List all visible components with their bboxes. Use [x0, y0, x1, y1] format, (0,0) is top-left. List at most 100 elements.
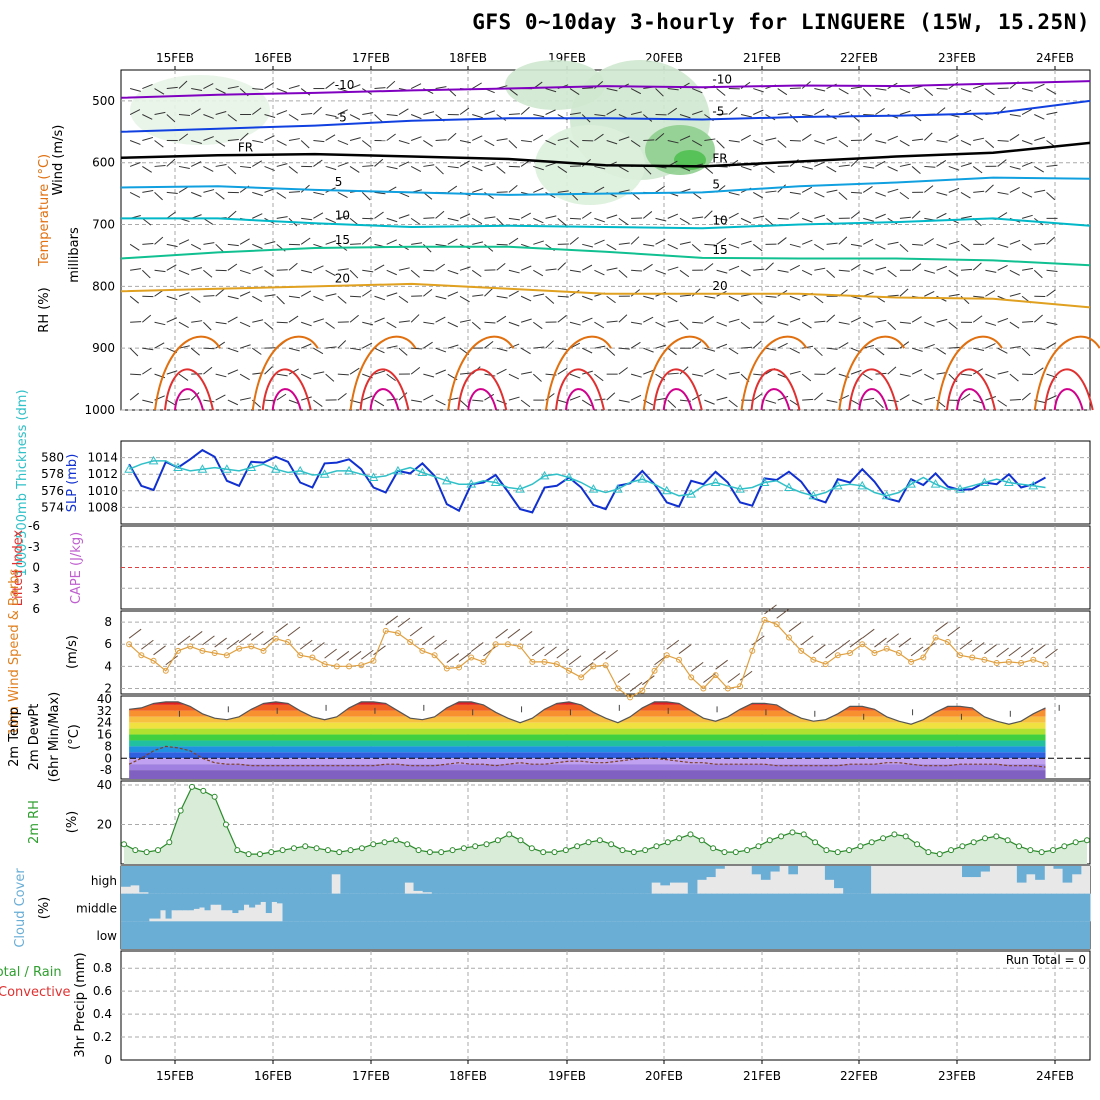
wind-barb — [985, 184, 994, 193]
cloud-bar-middle — [627, 893, 634, 922]
precip-convective-label: Convective — [0, 985, 71, 1000]
wind-barb — [166, 295, 178, 301]
cloud-bar-middle — [154, 893, 161, 919]
temp-band — [129, 701, 1046, 705]
wind-speed-marker — [126, 641, 133, 648]
wind-speed-marker — [883, 645, 890, 652]
wind-speed-marker — [614, 685, 621, 692]
wind-barb — [630, 373, 642, 378]
wind-barb — [594, 239, 605, 245]
wind-barb — [337, 268, 349, 271]
wind-speed-marker — [248, 643, 255, 650]
wind-speed-marker — [346, 663, 353, 670]
wind-barb — [655, 321, 666, 328]
wind-barb — [374, 370, 386, 375]
wind-barb — [630, 88, 642, 95]
wind-barb — [1045, 648, 1058, 659]
wind-speed-marker — [957, 652, 963, 659]
cloud-bar-middle — [1073, 893, 1080, 922]
wind-barb — [814, 191, 825, 198]
cloud-bar-middle — [733, 893, 740, 922]
cloud-bar-high — [788, 866, 798, 875]
wind-speed-marker — [749, 647, 756, 654]
wind-barb — [997, 265, 1008, 271]
rh-marker — [619, 847, 626, 854]
wind-barb — [129, 88, 141, 92]
rh-marker — [993, 833, 1000, 840]
wind-speed-marker — [651, 667, 658, 674]
cloud-bar-middle — [516, 893, 523, 922]
wind-barb — [533, 373, 542, 382]
wind-barb — [190, 295, 201, 303]
cloud-bar-middle — [711, 893, 718, 922]
wind-barb — [519, 631, 533, 641]
wind-barb — [728, 139, 740, 143]
cloud-bar-middle — [438, 893, 445, 922]
cloud-bar-middle — [132, 893, 139, 922]
wind-barb — [655, 133, 665, 141]
wind-barb — [789, 211, 800, 219]
wind-barb — [1021, 214, 1033, 219]
wind-barb — [751, 635, 765, 646]
wind-barb — [899, 321, 911, 324]
wind-barb — [594, 345, 606, 349]
chart-title: GFS 0~10day 3-hourly for LINGUERE (15W, … — [472, 10, 1090, 34]
cloud-bar-high — [642, 866, 652, 894]
wind-speed-marker — [553, 661, 560, 668]
wind-barb — [740, 165, 752, 171]
wind-barb — [850, 264, 861, 271]
wind-barb — [741, 346, 753, 349]
wind-barb — [911, 316, 922, 323]
wind-barb — [374, 317, 385, 323]
panel-frame-wind — [120, 610, 1091, 695]
wind-barb — [410, 83, 422, 89]
wind-barb — [459, 319, 471, 323]
wind-barb — [203, 83, 214, 89]
wind-barb — [496, 166, 506, 174]
wind-barb — [973, 190, 985, 193]
wind-barb — [679, 321, 689, 330]
wind-barb — [924, 321, 935, 327]
temperature-axis-label: Temperature (°C) — [37, 154, 52, 267]
rh-marker — [721, 849, 728, 856]
temp-band — [129, 716, 1046, 723]
wind-barb — [789, 295, 801, 301]
rh-marker — [132, 847, 139, 854]
cloud-bar-middle — [505, 893, 512, 922]
wind-barb — [899, 341, 910, 349]
wind-barb — [985, 140, 995, 149]
wind-barb — [814, 88, 826, 92]
wind-speed-marker — [468, 654, 475, 661]
wind-barb — [276, 321, 288, 324]
wind-speed-marker — [785, 634, 792, 641]
wind-speed-marker — [1018, 660, 1025, 667]
wind-barb — [190, 392, 200, 401]
wind-barb — [361, 236, 372, 245]
wind-speed-marker — [859, 641, 866, 648]
wind-barb — [288, 295, 300, 299]
cloud-bar-high — [376, 866, 387, 894]
wind-barb — [301, 217, 313, 221]
wind-barb — [203, 114, 214, 119]
wind-barb — [398, 108, 409, 115]
wind-barb — [191, 88, 203, 91]
wind-barb — [1046, 342, 1057, 349]
wind-barb — [948, 240, 960, 245]
rh-marker — [494, 837, 501, 844]
wind-barb — [557, 217, 567, 226]
wind-barb — [655, 397, 667, 401]
cloud-unit-label: (%) — [37, 897, 52, 920]
cloud-bar-middle — [928, 893, 935, 922]
wind-barb — [777, 217, 789, 220]
isotherm-25-bump — [349, 335, 417, 411]
wind-barb — [643, 295, 655, 300]
thickness-marker — [148, 455, 159, 465]
wind-barb — [814, 267, 826, 271]
wind-barb — [435, 295, 447, 300]
rh-marker — [902, 833, 909, 840]
rh-marker — [268, 849, 275, 856]
cloud-bar-middle — [544, 893, 551, 922]
thickness-tick: 580 — [41, 451, 64, 465]
wind-barb — [826, 347, 838, 350]
li-tick: 6 — [32, 602, 40, 616]
